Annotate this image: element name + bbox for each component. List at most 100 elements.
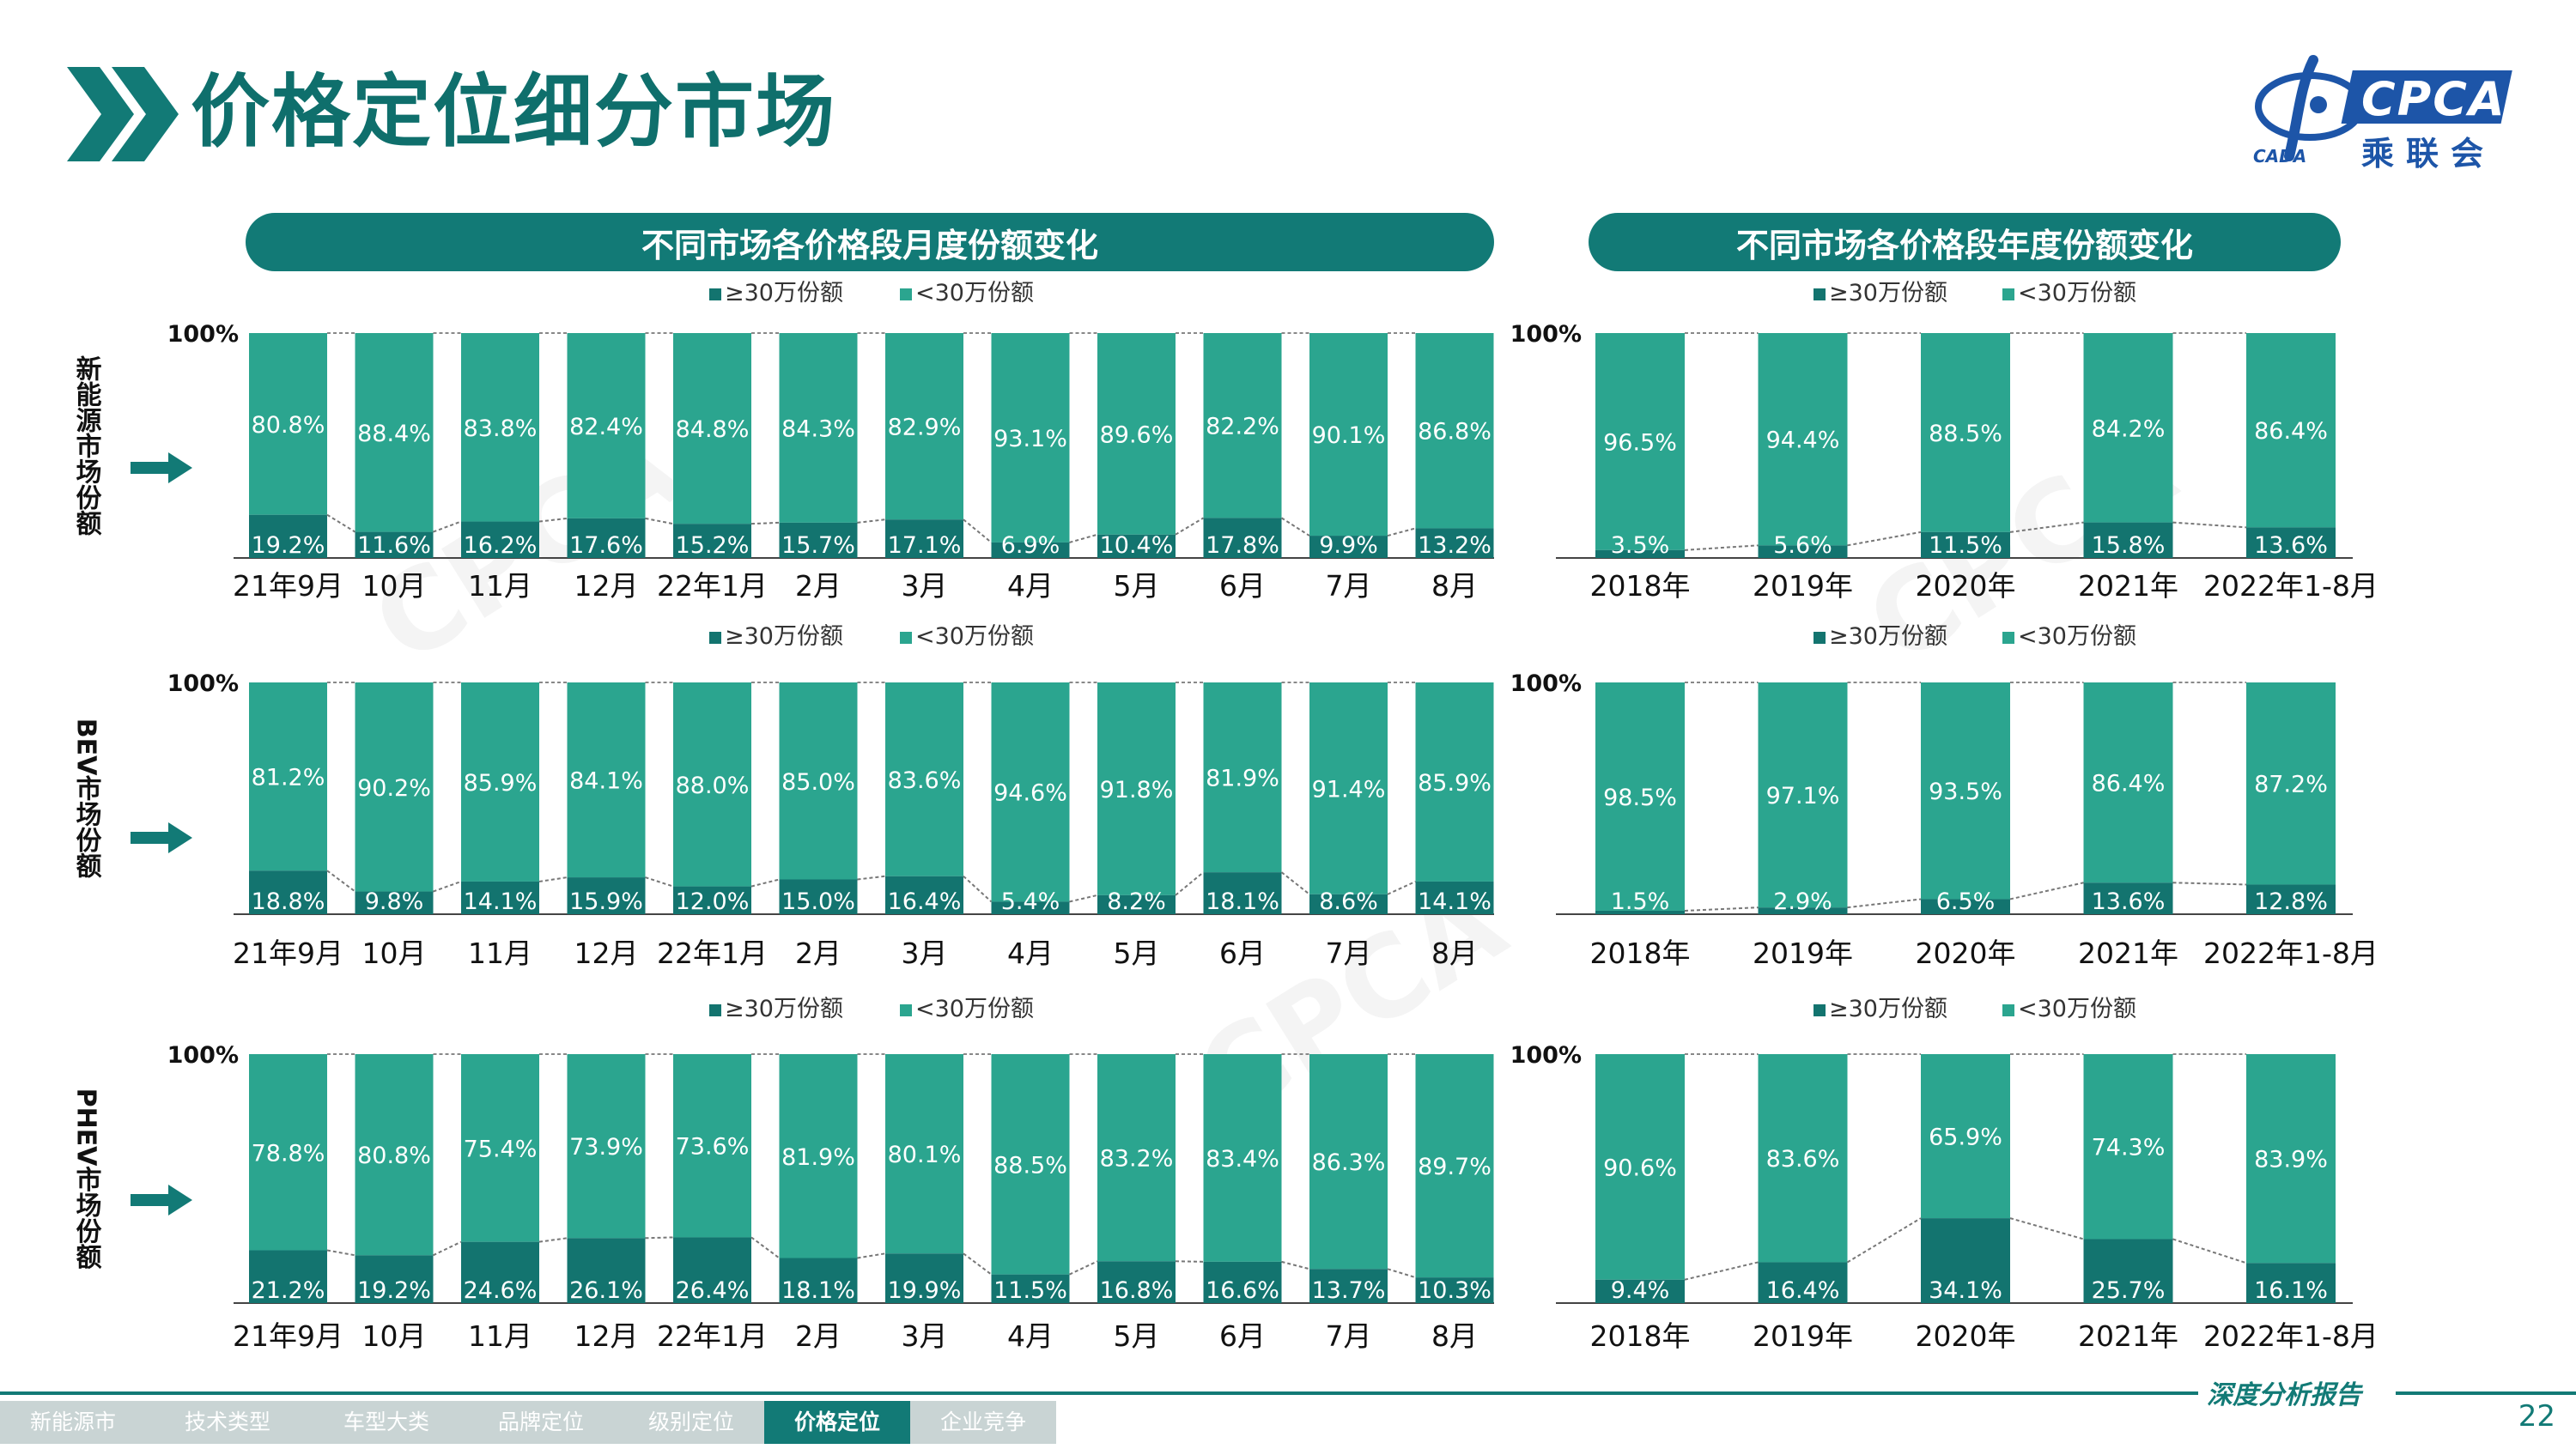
legend-swatch-low bbox=[2002, 288, 2014, 300]
category-label: 2022年1-8月 bbox=[2203, 1319, 2379, 1353]
footer-divider-right bbox=[2396, 1391, 2576, 1395]
bar-segment-low bbox=[1921, 333, 2010, 532]
bar-segment-low bbox=[1415, 1054, 1494, 1278]
yearly-header: 不同市场各价格段年度份额变化 bbox=[1589, 213, 2341, 271]
category-label: 11月 bbox=[468, 569, 532, 603]
data-label-high: 13.2% bbox=[1418, 532, 1492, 559]
connector-line-series bbox=[963, 518, 993, 543]
bar-segment-high bbox=[885, 1253, 963, 1303]
bar-segment-low bbox=[2083, 1054, 2173, 1240]
bar-segment-low bbox=[461, 333, 539, 522]
bar-segment-low bbox=[1921, 682, 2010, 900]
connector-line-series bbox=[433, 880, 462, 893]
legend-swatch-low bbox=[900, 1004, 912, 1016]
bar-segment-low bbox=[673, 682, 751, 887]
nav-item[interactable]: 车型大类 bbox=[309, 1401, 464, 1444]
bar-segment-low bbox=[461, 1054, 539, 1242]
bar-segment-high bbox=[1309, 1269, 1388, 1303]
data-label-low: 85.0% bbox=[781, 769, 855, 796]
category-label: 10月 bbox=[362, 569, 427, 603]
bar-segment-high bbox=[885, 519, 963, 558]
data-label-high: 14.1% bbox=[1418, 888, 1492, 915]
bar-segment-low bbox=[1595, 1054, 1685, 1280]
data-label-low: 74.3% bbox=[2092, 1135, 2166, 1161]
data-label-low: 80.1% bbox=[888, 1142, 962, 1168]
data-label-high: 16.2% bbox=[464, 532, 538, 559]
bar-segment-high bbox=[1309, 536, 1388, 558]
data-label-high: 5.6% bbox=[1773, 532, 1832, 559]
legend-swatch-low bbox=[2002, 632, 2014, 644]
connector-line-series bbox=[750, 521, 780, 525]
data-label-low: 83.6% bbox=[888, 767, 962, 794]
data-label-low: 80.8% bbox=[252, 412, 325, 439]
category-label: 7月 bbox=[1326, 1319, 1372, 1353]
data-label-low: 82.4% bbox=[569, 414, 643, 440]
brand-cn: 乘联会 bbox=[2361, 135, 2496, 173]
category-label: 2月 bbox=[795, 937, 841, 970]
bar-segment-low bbox=[2083, 333, 2173, 523]
category-label: 11月 bbox=[468, 937, 532, 970]
data-label-low: 83.2% bbox=[1100, 1146, 1174, 1173]
category-label: 5月 bbox=[1114, 1319, 1160, 1353]
bar-segment-low bbox=[1203, 333, 1282, 518]
data-label-low: 88.0% bbox=[676, 773, 750, 799]
data-label-high: 10.4% bbox=[1100, 532, 1174, 559]
connector-line-series bbox=[1684, 544, 1759, 551]
bar-segment-high bbox=[673, 886, 751, 914]
connector-line-series bbox=[2172, 521, 2247, 529]
bar-segment-high bbox=[461, 881, 539, 914]
data-label-high: 15.0% bbox=[781, 888, 855, 915]
bar-segment-low bbox=[2246, 1054, 2336, 1264]
connector-line-series bbox=[1387, 881, 1416, 895]
y-tick-label: 100% bbox=[167, 1042, 239, 1069]
data-label-high: 11.6% bbox=[357, 532, 431, 559]
nav-item[interactable]: 级别定位 bbox=[618, 1401, 764, 1444]
connector-line-series bbox=[1846, 1217, 1922, 1264]
row-label: BEV市场份额 bbox=[71, 718, 102, 880]
bar-segment-low bbox=[1415, 682, 1494, 882]
data-label-low: 88.4% bbox=[357, 421, 431, 447]
bar-segment-low bbox=[885, 682, 963, 876]
connector-line-series bbox=[326, 870, 356, 893]
data-label-low: 84.2% bbox=[2092, 415, 2166, 442]
data-label-high: 8.6% bbox=[1319, 888, 1378, 915]
nav-item[interactable]: 价格定位 bbox=[764, 1401, 910, 1444]
data-label-low: 88.5% bbox=[1929, 421, 2002, 447]
bar-segment-high bbox=[1921, 531, 2010, 558]
category-label: 8月 bbox=[1431, 569, 1478, 603]
category-label: 6月 bbox=[1219, 937, 1266, 970]
nav-item[interactable]: 技术类型 bbox=[146, 1401, 309, 1444]
nav-item[interactable]: 新能源市场 bbox=[0, 1401, 146, 1444]
bar-segment-high bbox=[567, 877, 646, 914]
bar-segment-low bbox=[885, 1054, 963, 1254]
nav-item[interactable]: 企业竞争 bbox=[910, 1401, 1056, 1444]
connector-line-series bbox=[538, 517, 568, 523]
bar-segment-high bbox=[779, 1258, 858, 1303]
category-label: 2018年 bbox=[1590, 569, 1691, 603]
data-label-high: 15.8% bbox=[2092, 532, 2166, 559]
cpca-logo: CPCA 乘联会 CADA bbox=[2248, 53, 2523, 173]
category-label: 3月 bbox=[902, 1319, 948, 1353]
bar-segment-low bbox=[1309, 333, 1388, 537]
bar-segment-high bbox=[1415, 528, 1494, 558]
data-label-high: 16.6% bbox=[1206, 1277, 1279, 1304]
category-label: 22年1月 bbox=[657, 937, 768, 970]
bar-segment-low bbox=[567, 1054, 646, 1239]
connector-line-series bbox=[2009, 1217, 2084, 1240]
nav-item[interactable]: 品牌定位 bbox=[464, 1401, 618, 1444]
data-label-low: 73.6% bbox=[676, 1134, 750, 1161]
bar-segment-low bbox=[1097, 1054, 1176, 1262]
connector-line-series bbox=[1280, 871, 1310, 895]
category-label: 21年9月 bbox=[233, 569, 343, 603]
connector-line-series bbox=[1069, 894, 1098, 903]
bar-segment-high bbox=[2246, 527, 2336, 558]
bar-segment-low bbox=[249, 1054, 327, 1251]
bar-segment-high bbox=[1097, 894, 1176, 914]
data-label-high: 5.4% bbox=[1001, 888, 1060, 915]
data-label-high: 11.5% bbox=[1929, 532, 2002, 559]
bar-segment-high bbox=[1921, 899, 2010, 914]
legend-label: <30万份额 bbox=[2018, 280, 2136, 306]
connector-line-series bbox=[857, 875, 886, 881]
category-label: 2021年 bbox=[2078, 937, 2178, 970]
